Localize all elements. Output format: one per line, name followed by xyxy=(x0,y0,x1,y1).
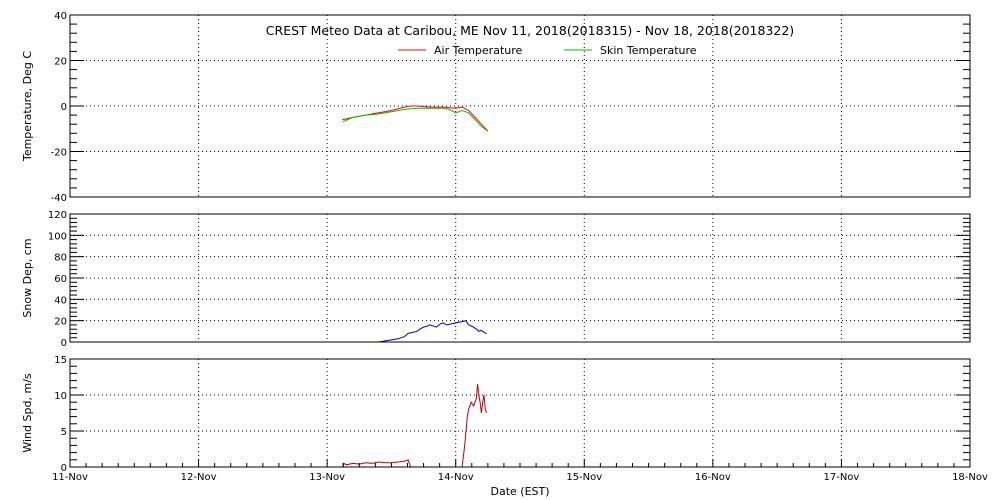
plot-frame xyxy=(69,213,971,343)
x-tick-label: 18-Nov xyxy=(952,472,988,483)
y-tick-label: 80 xyxy=(54,253,67,264)
x-axis-title: Date (EST) xyxy=(490,485,549,498)
x-axis: 11-Nov 12-Nov 13-Nov 14-Nov 15-Nov 16-Nov 17-N… xyxy=(52,459,988,483)
chart-title: CREST Meteo Data at Caribou, ME Nov 11, … xyxy=(266,23,794,38)
x-tick-label: 16-Nov xyxy=(695,472,731,483)
panel-1: -40 -20 0 20 40 Temperature, Deg C xyxy=(21,11,971,204)
x-tick-label: 11-Nov xyxy=(52,472,88,483)
y-tick-label: 0 xyxy=(61,338,67,349)
y-tick-label: 15 xyxy=(54,355,67,366)
plot-panels: -40 -20 0 20 40 Temperature, Deg C 0 20 40 60 80 10… xyxy=(21,11,971,474)
y-tick-label: 60 xyxy=(54,274,67,285)
y-tick-label: 20 xyxy=(54,57,67,68)
series-line-1 xyxy=(342,105,489,132)
y-tick-label: 10 xyxy=(54,391,67,402)
legend-label: Air Temperature xyxy=(434,44,523,57)
x-tick-label: 14-Nov xyxy=(438,472,474,483)
y-tick-label: -40 xyxy=(51,193,67,204)
x-tick-label: 12-Nov xyxy=(181,472,217,483)
y-tick-label: 20 xyxy=(54,317,67,328)
y-tick-label: 40 xyxy=(54,11,67,22)
series-line-1 xyxy=(333,320,487,343)
panel-2: 0 20 40 60 80 100 120 Snow Dep, cm xyxy=(21,210,971,349)
legend-label: Skin Temperature xyxy=(600,44,697,57)
y-axis-title: Snow Dep, cm xyxy=(21,238,34,317)
x-tick-label: 13-Nov xyxy=(309,472,345,483)
panel-3: 0 5 10 15 Wind Spd, m/s xyxy=(21,355,971,474)
y-tick-label: 5 xyxy=(61,427,67,438)
x-tick-label: 15-Nov xyxy=(566,472,602,483)
y-axis-title: Wind Spd, m/s xyxy=(21,373,34,453)
series-line-1 xyxy=(327,384,488,468)
y-tick-label: 0 xyxy=(61,463,67,474)
y-tick-label: -20 xyxy=(51,148,67,159)
legend: Air Temperature Skin Temperature xyxy=(398,44,697,57)
series-line-2 xyxy=(342,107,489,132)
y-tick-label: 100 xyxy=(48,231,67,242)
plot-frame xyxy=(69,14,971,198)
x-tick-label: 17-Nov xyxy=(823,472,859,483)
y-axis-title: Temperature, Deg C xyxy=(21,51,34,162)
y-tick-label: 40 xyxy=(54,295,67,306)
y-tick-label: 120 xyxy=(48,210,67,221)
plot-frame xyxy=(69,358,971,468)
y-tick-label: 0 xyxy=(61,102,67,113)
